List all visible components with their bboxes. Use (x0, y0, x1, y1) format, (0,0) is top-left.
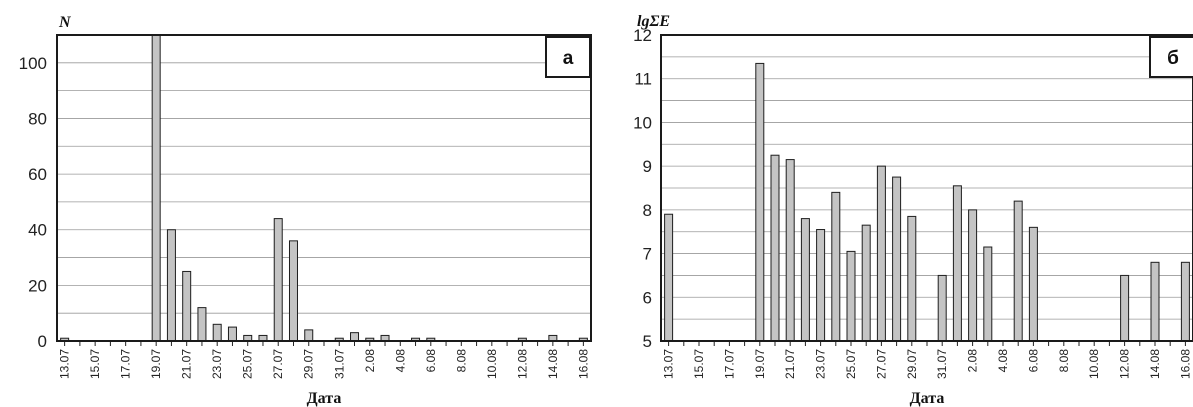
x-axis-label: Дата (910, 390, 945, 407)
x-tick-label: 2.08 (966, 349, 980, 373)
chart-panel-2: 5 6 7 8 9 10 11 12 13.07 15.07 17.07 19.07 21.07 23.0… (633, 13, 1193, 407)
bar-3.08 (983, 246, 993, 342)
chart-panel-1: 0 20 40 60 80 100 13.07 15.07 17.07 19.07 21.07 23.… (19, 14, 592, 407)
y-tick-label: 7 (643, 245, 652, 264)
x-tick-label: 19.07 (753, 349, 767, 379)
panel-letter: б (1167, 48, 1179, 69)
x-tick-label: 17.07 (119, 349, 133, 379)
x-tick-label: 17.07 (722, 349, 736, 379)
plot-frame (56, 34, 592, 342)
y-tick-label: 5 (643, 332, 652, 351)
y-tick-label: 12 (633, 26, 652, 45)
x-axis-label: Дата (307, 390, 342, 407)
bar-6.08 (1028, 226, 1038, 342)
x-tick-label: 4.08 (393, 349, 407, 373)
x-tick-label: 29.07 (905, 349, 919, 379)
bar-24.07 (227, 326, 237, 342)
bar-21.07 (182, 270, 192, 342)
x-tick-label: 13.07 (58, 349, 72, 379)
bar-5.08 (1013, 200, 1023, 342)
x-tick-label: 8.08 (454, 349, 468, 373)
y-tick-label: 20 (28, 276, 47, 295)
x-tick-label: 12.08 (515, 349, 529, 379)
panel-letter: а (563, 48, 574, 69)
x-tick-label: 16.08 (1178, 349, 1192, 379)
x-tick-label: 6.08 (1026, 349, 1040, 373)
x-tick-label: 27.07 (271, 349, 285, 379)
bar-28.07 (288, 240, 298, 342)
x-tick-label: 27.07 (874, 349, 888, 379)
y-tick-label: 40 (28, 221, 47, 240)
plot-frame (660, 34, 1193, 342)
panel-letter-box (545, 36, 591, 78)
x-tick-label: 14.08 (1148, 349, 1162, 379)
bar-13.07 (664, 213, 674, 342)
bar-29.07 (907, 215, 917, 342)
y-tick-label: 6 (643, 288, 652, 307)
y-tick-label: 11 (634, 70, 652, 89)
bar-28.07 (892, 176, 902, 342)
bar-2.08 (968, 209, 978, 342)
y-axis-label: N (58, 14, 72, 31)
bar-22.07 (197, 307, 207, 342)
bar-26.07 (861, 224, 871, 342)
x-tick-label: 4.08 (996, 349, 1010, 373)
bar-25.07 (846, 250, 856, 342)
x-tick-label: 25.07 (844, 349, 858, 379)
x-tick-label: 6.08 (424, 349, 438, 373)
x-tick-label: 14.08 (546, 349, 560, 379)
x-tick-label: 10.08 (485, 349, 499, 379)
x-tick-label: 21.07 (783, 349, 797, 379)
x-tick-label: 16.08 (576, 349, 590, 379)
bar-20.07 (770, 154, 780, 342)
x-tick-label: 31.07 (935, 349, 949, 379)
bar-12.08 (1120, 274, 1130, 342)
bar-14.08 (1150, 261, 1160, 342)
bar-23.07 (816, 229, 826, 342)
y-tick-label: 60 (28, 165, 47, 184)
x-tick-label: 12.08 (1118, 349, 1132, 379)
x-tick-label: 23.07 (210, 349, 224, 379)
panel-letter-box (1149, 36, 1193, 78)
bar-19.07 (151, 34, 161, 342)
y-tick-label: 80 (28, 109, 47, 128)
y-tick-label: 10 (633, 113, 652, 132)
bar-1.08 (350, 332, 360, 342)
x-tick-label: 29.07 (302, 349, 316, 379)
bar-20.07 (166, 229, 176, 342)
bar-31.07 (937, 274, 947, 342)
bar-19.07 (755, 62, 765, 342)
bar-1.08 (952, 185, 962, 342)
bar-24.07 (831, 191, 841, 342)
x-tick-label: 15.07 (692, 349, 706, 379)
x-tick-label: 21.07 (180, 349, 194, 379)
bar-22.07 (800, 218, 810, 342)
x-tick-label: 2.08 (363, 349, 377, 373)
x-tick-label: 19.07 (149, 349, 163, 379)
bar-27.07 (876, 165, 886, 342)
y-tick-label: 9 (643, 157, 652, 176)
bar-16.08 (1180, 261, 1190, 342)
bar-23.07 (212, 323, 222, 342)
x-tick-label: 10.08 (1087, 349, 1101, 379)
bar-21.07 (785, 159, 795, 342)
y-tick-label: 0 (38, 332, 47, 351)
x-tick-label: 15.07 (88, 349, 102, 379)
x-tick-label: 31.07 (332, 349, 346, 379)
bar-27.07 (273, 218, 283, 342)
x-tick-label: 8.08 (1057, 349, 1071, 373)
x-tick-label: 23.07 (814, 349, 828, 379)
y-axis-label: lgΣE (637, 13, 670, 30)
y-tick-label: 8 (643, 201, 652, 220)
x-tick-label: 25.07 (241, 349, 255, 379)
bar-29.07 (304, 329, 314, 342)
y-tick-label: 100 (19, 54, 47, 73)
x-tick-label: 13.07 (662, 349, 676, 379)
